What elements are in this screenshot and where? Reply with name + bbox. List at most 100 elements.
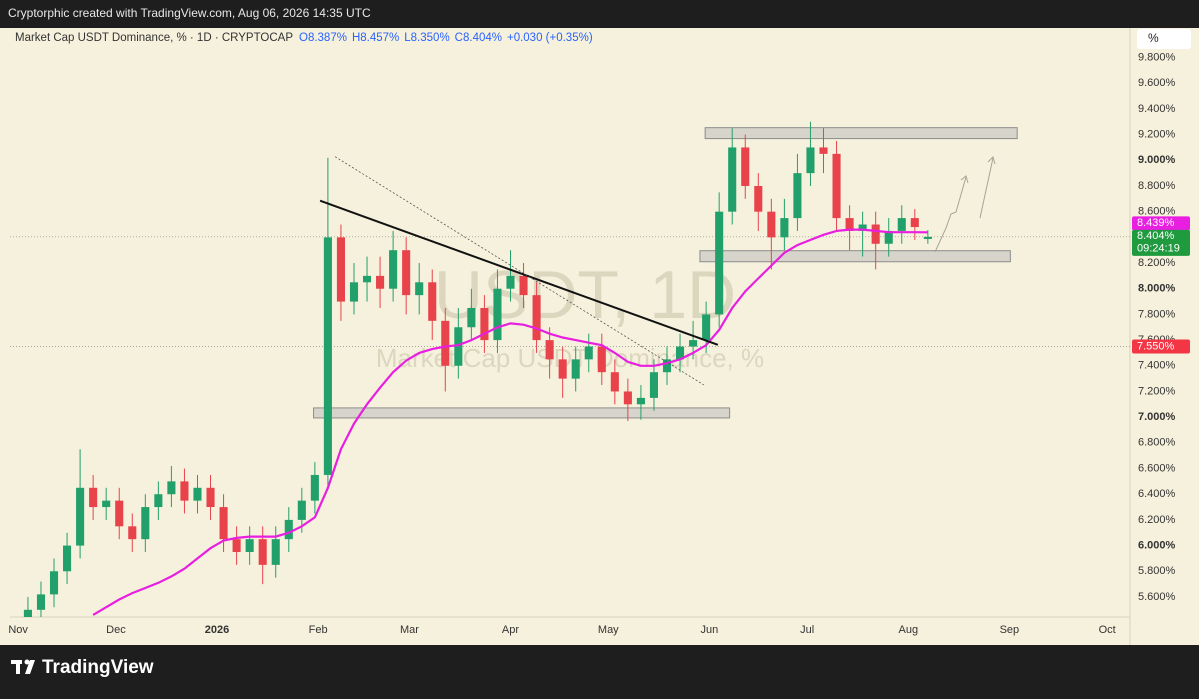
price-label: 8.439% (1137, 217, 1175, 229)
y-tick-label: 9.400% (1138, 103, 1176, 115)
ohlc-value: H8.457% (352, 32, 399, 44)
candle-body (819, 147, 828, 154)
candle-body (102, 500, 111, 508)
x-tick-label: 2026 (205, 624, 229, 636)
projection-arrows (934, 156, 996, 253)
candle-body (297, 500, 306, 520)
brand: TradingView (42, 657, 154, 678)
x-tick-label: Apr (502, 624, 519, 636)
arrow-head (960, 175, 969, 184)
ohlc-value: L8.350% (404, 32, 449, 44)
candle-body (689, 340, 698, 347)
candle-body (441, 320, 450, 366)
legend: Market Cap USDT Dominance, % · 1D · CRYP… (15, 32, 593, 44)
candle-body (349, 282, 359, 302)
candle-body (754, 185, 763, 212)
trendline (334, 156, 705, 386)
x-tick-label: Jun (701, 624, 719, 636)
y-tick-label: 5.800% (1138, 565, 1176, 577)
candle-body (780, 218, 789, 238)
y-tick-label: 6.200% (1138, 514, 1176, 526)
logo (11, 659, 35, 674)
candle-body (389, 250, 398, 289)
candle-body (402, 250, 411, 296)
candle-body (910, 218, 919, 228)
candle-body (271, 539, 280, 565)
candle-body (49, 571, 59, 595)
footer (0, 645, 1199, 694)
x-tick-label: Nov (8, 624, 28, 636)
y-tick-label: 9.600% (1138, 77, 1176, 89)
candle-body (610, 372, 619, 392)
price-label-box (1132, 229, 1190, 256)
candle-body (636, 397, 645, 405)
candle-body (245, 539, 254, 553)
y-tick-label: 5.600% (1138, 591, 1176, 603)
y-tick-label: 9.000% (1138, 154, 1176, 166)
candle-body (845, 218, 854, 231)
y-tick-label: 6.400% (1138, 488, 1176, 500)
x-tick-label: Sep (1000, 624, 1020, 636)
candle-body (323, 237, 332, 475)
candle-body (141, 507, 150, 540)
candle-body (767, 211, 776, 238)
zone (313, 407, 731, 419)
candle-body (115, 500, 124, 527)
x-tick-label: Oct (1099, 624, 1116, 636)
candle-body (728, 147, 737, 212)
zone (704, 127, 1018, 140)
zone (699, 250, 1011, 263)
candle-body (310, 474, 319, 501)
candle-body (362, 275, 372, 283)
candle-body (180, 481, 189, 501)
candle-body (806, 147, 815, 174)
unit-label: % (1148, 31, 1159, 45)
logo-part (24, 659, 30, 665)
candle-body (597, 346, 606, 373)
y-tick-label: 7.800% (1138, 308, 1176, 320)
x-tick-label: May (598, 624, 619, 636)
candle-body (793, 173, 802, 219)
candle-body (884, 230, 893, 244)
ohlc-value: O8.387% (299, 32, 347, 44)
logo-part (25, 660, 35, 674)
candle-body (871, 224, 880, 244)
arrow-head (987, 156, 996, 165)
candle-body (532, 295, 541, 341)
x-tick-label: Feb (309, 624, 328, 636)
price-label: 7.550% (1137, 340, 1175, 352)
y-tick-label: 6.600% (1138, 462, 1176, 474)
plot (10, 121, 1130, 617)
candle-body (167, 481, 176, 495)
candle-body (858, 224, 867, 231)
credit: Cryptorphic created with TradingView.com… (8, 6, 371, 20)
candle-body (519, 275, 528, 296)
y-tick-label: 8.800% (1138, 180, 1176, 192)
candle-body (193, 487, 202, 501)
candle-body (715, 211, 724, 315)
y-tick-label: 9.200% (1138, 129, 1176, 141)
candle-body (63, 545, 72, 572)
candle-body (832, 153, 841, 219)
candle-body (76, 487, 85, 546)
candle-body (467, 307, 476, 328)
candle-body (676, 346, 685, 360)
candle-body (558, 359, 567, 379)
unit-box (1137, 29, 1191, 49)
candle-body (128, 526, 137, 540)
y-tick-label: 8.600% (1138, 206, 1176, 218)
y-tick-label: 9.800% (1138, 51, 1176, 63)
candle-body (23, 609, 32, 617)
price-label-time: 09:24:19 (1137, 243, 1180, 255)
ohlc-value: C8.404% (455, 32, 502, 44)
symbol: Market Cap USDT Dominance, % · 1D · CRYP… (15, 32, 293, 44)
price-label-box (1132, 339, 1190, 354)
candle-body (376, 275, 385, 289)
x-tick-label: Jul (800, 624, 814, 636)
y-tick-label: 8.200% (1138, 257, 1176, 269)
chart-background (0, 28, 1199, 645)
candle-body (206, 487, 215, 508)
watermark-symbol: USDT, 1D (434, 257, 736, 333)
arrow (934, 176, 967, 253)
